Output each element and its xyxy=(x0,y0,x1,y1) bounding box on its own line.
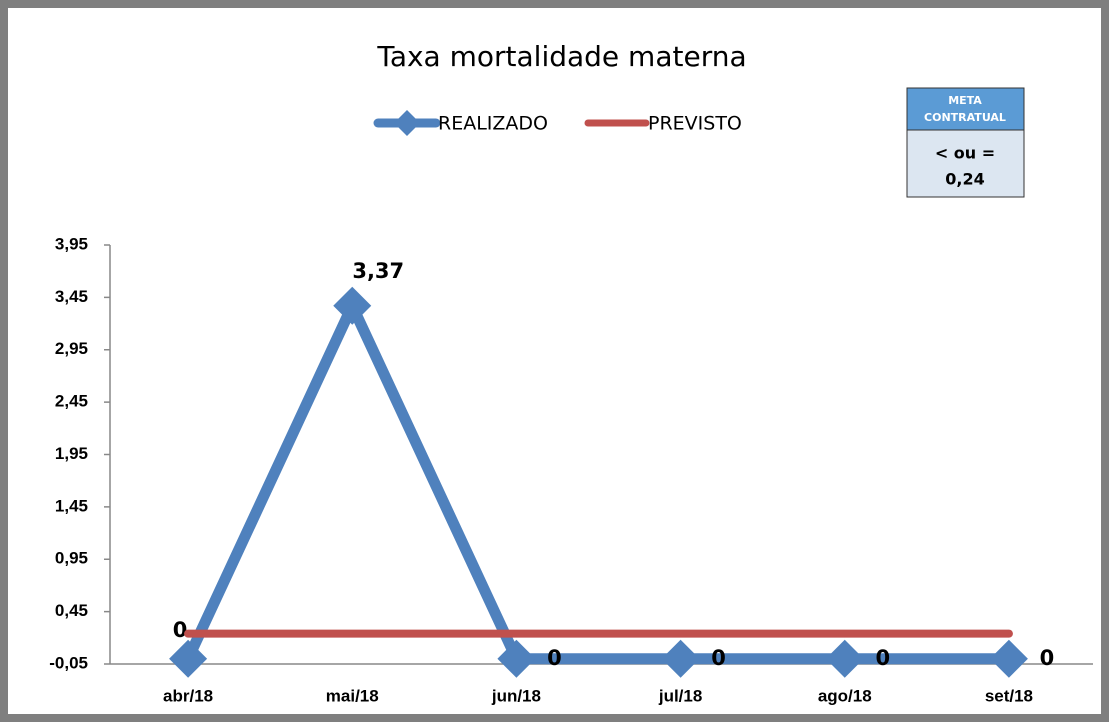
meta-box: META CONTRATUAL < ou = 0,24 xyxy=(906,87,1025,198)
legend-label: PREVISTO xyxy=(648,113,742,135)
meta-text: < ou = xyxy=(935,144,995,163)
meta-header: META xyxy=(948,94,982,107)
marker xyxy=(989,639,1028,678)
x-tick-label: mai/18 xyxy=(326,686,379,705)
y-tick-label: 0,95 xyxy=(55,549,88,568)
legend-label: REALIZADO xyxy=(438,113,548,135)
data-label: 3,37 xyxy=(352,259,404,283)
x-tick-label: ago/18 xyxy=(818,686,872,705)
meta-text: 0,24 xyxy=(945,170,984,189)
meta-body-bg xyxy=(906,129,1025,198)
y-tick-label: 3,95 xyxy=(55,234,88,253)
y-tick-label: 1,95 xyxy=(55,444,88,463)
meta-header: CONTRATUAL xyxy=(924,111,1006,124)
data-label: 0 xyxy=(547,646,562,670)
data-label: 0 xyxy=(173,618,188,642)
meta-header-bg xyxy=(906,87,1025,131)
marker xyxy=(497,639,536,678)
y-tick-label: 2,45 xyxy=(55,392,88,411)
x-tick-label: jul/18 xyxy=(658,686,702,705)
y-tick-label: 1,45 xyxy=(55,496,88,515)
x-tick-label: set/18 xyxy=(985,686,1033,705)
series-line xyxy=(182,300,1015,665)
x-tick-label: jun/18 xyxy=(491,686,541,705)
chart-title: Taxa mortalidade materna xyxy=(376,40,746,73)
y-tick-label: 2,95 xyxy=(55,339,88,358)
marker xyxy=(661,639,700,678)
marker xyxy=(825,639,864,678)
marker xyxy=(333,286,372,325)
legend-marker xyxy=(394,110,420,136)
y-tick-label: 3,45 xyxy=(55,287,88,306)
y-tick-label: -0,05 xyxy=(49,653,88,672)
data-label: 0 xyxy=(875,646,890,670)
data-label: 0 xyxy=(1040,646,1055,670)
marker xyxy=(169,639,208,678)
data-label: 0 xyxy=(711,646,726,670)
y-tick-label: 0,45 xyxy=(55,601,88,620)
x-tick-label: abr/18 xyxy=(163,686,213,705)
